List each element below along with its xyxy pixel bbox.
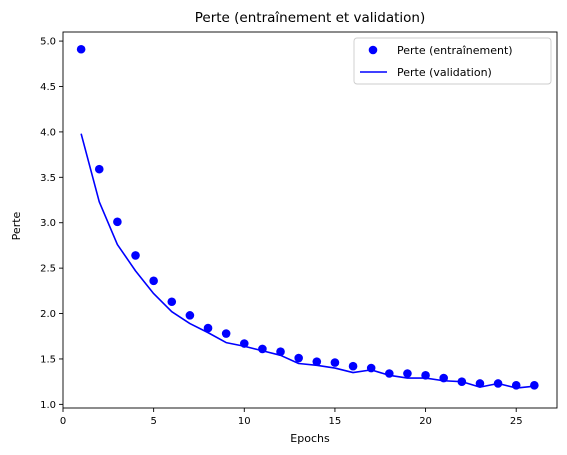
y-tick-label: 3.5 bbox=[40, 173, 56, 184]
legend-marker-swatch bbox=[368, 45, 378, 55]
x-tick-label: 5 bbox=[150, 416, 156, 427]
y-tick-label: 4.0 bbox=[40, 127, 56, 138]
x-tick-label: 10 bbox=[238, 416, 251, 427]
training-loss-point bbox=[312, 357, 322, 366]
validation-loss-line bbox=[80, 133, 535, 389]
legend-box bbox=[353, 37, 552, 85]
y-tick-label: 1.0 bbox=[40, 400, 56, 411]
y-tick-label: 3.0 bbox=[40, 218, 56, 229]
legend: Perte (entraînement) Perte (validation) bbox=[353, 37, 552, 85]
y-axis-label: Perte bbox=[10, 211, 23, 240]
y-tick-label: 1.5 bbox=[40, 354, 56, 365]
training-loss-point bbox=[294, 353, 303, 363]
training-loss-point bbox=[149, 276, 158, 286]
x-tick-label: 15 bbox=[329, 416, 342, 427]
x-tick-label: 25 bbox=[510, 416, 523, 427]
training-loss-point bbox=[131, 251, 140, 260]
training-loss-point bbox=[276, 347, 285, 356]
training-loss-point bbox=[185, 311, 195, 320]
legend-label: Perte (entraînement) bbox=[397, 44, 513, 57]
training-loss-point bbox=[76, 44, 86, 54]
training-loss-point bbox=[167, 297, 177, 307]
x-tick-label: 0 bbox=[60, 416, 66, 427]
training-loss-point bbox=[113, 217, 122, 227]
chart-title: Perte (entraînement et validation) bbox=[195, 10, 425, 26]
training-loss-point bbox=[348, 361, 358, 371]
training-loss-point bbox=[475, 379, 485, 388]
training-loss-point bbox=[403, 369, 412, 378]
training-loss-point bbox=[530, 380, 539, 390]
plot-area bbox=[62, 31, 558, 409]
plot-frame bbox=[62, 31, 558, 409]
training-loss-point bbox=[94, 164, 104, 174]
x-axis-label: Epochs bbox=[290, 432, 330, 445]
x-axis: 0 5 10 15 20 25 bbox=[60, 408, 523, 427]
training-loss-point bbox=[221, 329, 231, 338]
x-tick-label: 20 bbox=[419, 416, 432, 427]
training-loss-point bbox=[203, 323, 213, 333]
y-axis: 1.0 1.5 2.0 2.5 3.0 3.5 4.0 4.5 5.0 bbox=[40, 37, 63, 411]
y-tick-label: 5.0 bbox=[40, 37, 56, 48]
legend-label: Perte (validation) bbox=[397, 66, 492, 79]
y-tick-label: 4.5 bbox=[40, 82, 56, 93]
y-tick-label: 2.0 bbox=[40, 309, 56, 320]
training-loss-point bbox=[330, 358, 340, 367]
y-tick-label: 2.5 bbox=[40, 264, 56, 275]
